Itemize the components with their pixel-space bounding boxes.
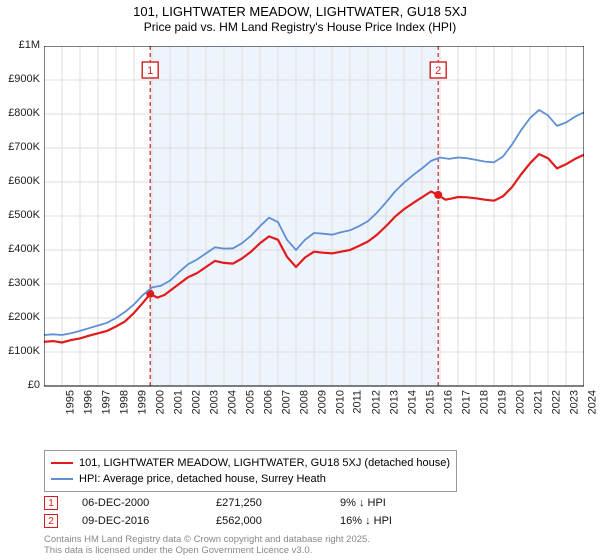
legend: 101, LIGHTWATER MEADOW, LIGHTWATER, GU18… xyxy=(44,450,457,492)
legend-item-hpi: HPI: Average price, detached house, Surr… xyxy=(51,471,450,487)
event-pct-1: 9% ↓ HPI xyxy=(340,497,440,509)
chart-container: 101, LIGHTWATER MEADOW, LIGHTWATER, GU18… xyxy=(0,0,600,560)
y-tick-label: £700K xyxy=(0,141,40,153)
chart-title: 101, LIGHTWATER MEADOW, LIGHTWATER, GU18… xyxy=(0,0,600,35)
event-pct-2: 16% ↓ HPI xyxy=(340,515,440,527)
y-tick-label: £800K xyxy=(0,107,40,119)
y-tick-label: £300K xyxy=(0,277,40,289)
x-tick-label: 1995 xyxy=(64,390,76,414)
x-tick-label: 2002 xyxy=(190,390,202,414)
y-tick-label: £0 xyxy=(0,379,40,391)
x-tick-label: 2018 xyxy=(478,390,490,414)
x-tick-label: 2014 xyxy=(406,390,418,414)
legend-swatch-property xyxy=(51,462,73,464)
y-tick-label: £500K xyxy=(0,209,40,221)
x-tick-label: 2005 xyxy=(244,390,256,414)
credits: Contains HM Land Registry data © Crown c… xyxy=(44,534,370,557)
y-tick-label: £900K xyxy=(0,73,40,85)
y-tick-label: £200K xyxy=(0,311,40,323)
legend-swatch-hpi xyxy=(51,478,73,480)
svg-text:1: 1 xyxy=(147,65,153,77)
x-tick-label: 2016 xyxy=(442,390,454,414)
x-tick-label: 2001 xyxy=(172,390,184,414)
x-tick-label: 2021 xyxy=(532,390,544,414)
x-tick-label: 2015 xyxy=(424,390,436,414)
event-marker-2: 2 xyxy=(44,514,58,528)
x-tick-label: 2007 xyxy=(280,390,292,414)
x-tick-label: 2022 xyxy=(550,390,562,414)
credits-line2: This data is licensed under the Open Gov… xyxy=(44,545,370,556)
event-date-2: 09-DEC-2016 xyxy=(82,515,192,527)
event-marker-1: 1 xyxy=(44,496,58,510)
credits-line1: Contains HM Land Registry data © Crown c… xyxy=(44,534,370,545)
svg-text:2: 2 xyxy=(435,65,441,77)
x-tick-label: 2008 xyxy=(298,390,310,414)
x-tick-label: 2013 xyxy=(388,390,400,414)
x-tick-label: 2012 xyxy=(370,390,382,414)
title-line2: Price paid vs. HM Land Registry's House … xyxy=(0,20,600,35)
x-tick-label: 1996 xyxy=(82,390,94,414)
event-table: 1 06-DEC-2000 £271,250 9% ↓ HPI 2 09-DEC… xyxy=(44,494,440,530)
x-tick-label: 2017 xyxy=(460,390,472,414)
x-tick-label: 2003 xyxy=(208,390,220,414)
line-chart: 12 xyxy=(44,46,584,426)
y-tick-label: £100K xyxy=(0,345,40,357)
event-row-1: 1 06-DEC-2000 £271,250 9% ↓ HPI xyxy=(44,494,440,512)
x-tick-label: 2006 xyxy=(262,390,274,414)
x-tick-label: 2024 xyxy=(586,390,598,414)
x-tick-label: 2000 xyxy=(154,390,166,414)
x-tick-label: 1999 xyxy=(136,390,148,414)
y-tick-label: £1M xyxy=(0,39,40,51)
y-tick-label: £600K xyxy=(0,175,40,187)
y-tick-label: £400K xyxy=(0,243,40,255)
x-tick-label: 2020 xyxy=(514,390,526,414)
x-tick-label: 2011 xyxy=(352,390,364,414)
x-tick-label: 2023 xyxy=(568,390,580,414)
title-line1: 101, LIGHTWATER MEADOW, LIGHTWATER, GU18… xyxy=(0,4,600,20)
x-tick-label: 1997 xyxy=(100,390,112,414)
x-tick-label: 1998 xyxy=(118,390,130,414)
event-price-2: £562,000 xyxy=(216,515,316,527)
event-price-1: £271,250 xyxy=(216,497,316,509)
x-tick-label: 2019 xyxy=(496,390,508,414)
legend-label-property: 101, LIGHTWATER MEADOW, LIGHTWATER, GU18… xyxy=(79,457,450,469)
legend-item-property: 101, LIGHTWATER MEADOW, LIGHTWATER, GU18… xyxy=(51,455,450,471)
x-tick-label: 2010 xyxy=(334,390,346,414)
x-tick-label: 2004 xyxy=(226,390,238,414)
x-tick-label: 2009 xyxy=(316,390,328,414)
event-date-1: 06-DEC-2000 xyxy=(82,497,192,509)
legend-label-hpi: HPI: Average price, detached house, Surr… xyxy=(79,473,326,485)
event-row-2: 2 09-DEC-2016 £562,000 16% ↓ HPI xyxy=(44,512,440,530)
